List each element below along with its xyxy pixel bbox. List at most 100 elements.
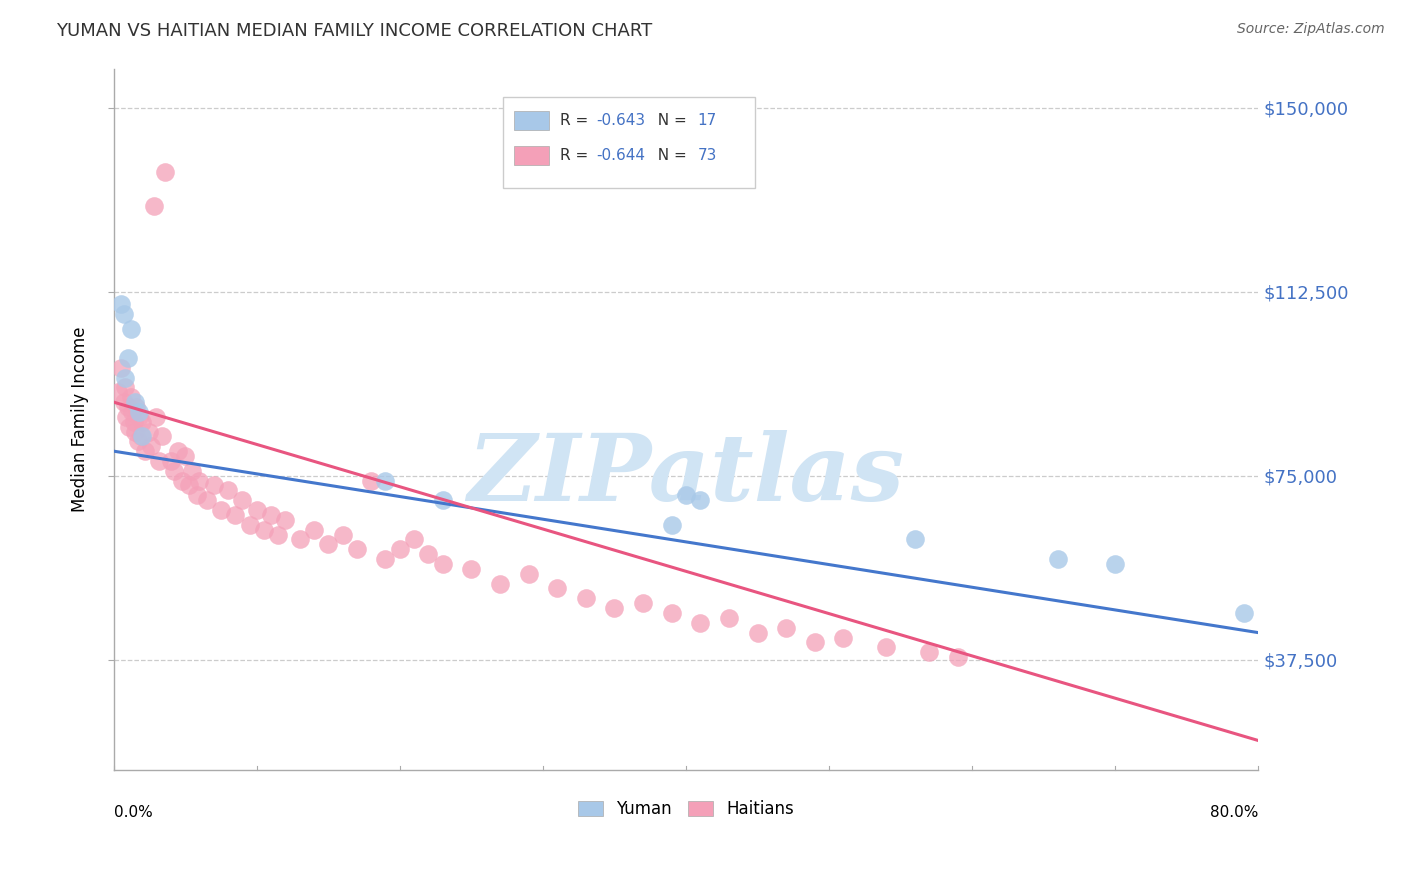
Point	[288, 533, 311, 547]
Point	[332, 527, 354, 541]
Point	[179, 478, 201, 492]
Point	[195, 493, 218, 508]
Point	[112, 395, 135, 409]
Point	[432, 557, 454, 571]
Text: 80.0%: 80.0%	[1211, 805, 1258, 820]
Text: Source: ZipAtlas.com: Source: ZipAtlas.com	[1237, 22, 1385, 37]
Point	[163, 464, 186, 478]
Text: 73: 73	[697, 148, 717, 163]
Point	[404, 533, 426, 547]
Point	[302, 523, 325, 537]
Text: YUMAN VS HAITIAN MEDIAN FAMILY INCOME CORRELATION CHART: YUMAN VS HAITIAN MEDIAN FAMILY INCOME CO…	[56, 22, 652, 40]
Point	[145, 409, 167, 424]
Point	[661, 517, 683, 532]
Bar	[515, 112, 548, 130]
Point	[832, 631, 855, 645]
Text: N =: N =	[648, 113, 692, 128]
Point	[689, 615, 711, 630]
Point	[209, 503, 232, 517]
Point	[316, 537, 339, 551]
Point	[128, 409, 150, 424]
Text: R =: R =	[560, 148, 593, 163]
Point	[138, 425, 160, 439]
Point	[124, 425, 146, 439]
Point	[122, 415, 145, 429]
Point	[131, 429, 153, 443]
Point	[575, 591, 598, 606]
Point	[661, 606, 683, 620]
Point	[804, 635, 827, 649]
Point	[120, 321, 142, 335]
Point	[114, 370, 136, 384]
Point	[186, 488, 208, 502]
Point	[675, 488, 697, 502]
Point	[142, 199, 165, 213]
Point	[775, 621, 797, 635]
Point	[346, 542, 368, 557]
Point	[388, 542, 411, 557]
Text: -0.643: -0.643	[596, 113, 645, 128]
Text: 0.0%: 0.0%	[114, 805, 152, 820]
Text: N =: N =	[648, 148, 692, 163]
Point	[418, 547, 440, 561]
Point	[148, 454, 170, 468]
Point	[112, 307, 135, 321]
Point	[110, 297, 132, 311]
Point	[188, 474, 211, 488]
Text: -0.644: -0.644	[596, 148, 645, 163]
Point	[246, 503, 269, 517]
Text: ZIPatlas: ZIPatlas	[468, 430, 904, 520]
Point	[139, 439, 162, 453]
Point	[231, 493, 253, 508]
Point	[274, 513, 297, 527]
Y-axis label: Median Family Income: Median Family Income	[72, 326, 89, 512]
Point	[181, 464, 204, 478]
Point	[253, 523, 276, 537]
Point	[1104, 557, 1126, 571]
Point	[117, 351, 139, 365]
Point	[1047, 552, 1070, 566]
Point	[107, 385, 129, 400]
Point	[875, 640, 897, 655]
Point	[134, 444, 156, 458]
Point	[374, 474, 396, 488]
Point	[117, 400, 139, 414]
Point	[172, 474, 194, 488]
Point	[121, 405, 143, 419]
Point	[631, 596, 654, 610]
Point	[129, 429, 152, 443]
Point	[150, 429, 173, 443]
Point	[120, 390, 142, 404]
Point	[946, 650, 969, 665]
Point	[127, 434, 149, 449]
Point	[717, 611, 740, 625]
Point	[1233, 606, 1256, 620]
Legend: Yuman, Haitians: Yuman, Haitians	[571, 794, 801, 825]
Point	[159, 454, 181, 468]
Point	[124, 395, 146, 409]
Point	[128, 405, 150, 419]
Point	[689, 493, 711, 508]
Point	[267, 527, 290, 541]
Point	[517, 566, 540, 581]
Point	[546, 582, 568, 596]
Point	[202, 478, 225, 492]
Point	[432, 493, 454, 508]
Point	[460, 562, 482, 576]
Point	[918, 645, 941, 659]
Point	[114, 380, 136, 394]
Point	[224, 508, 246, 522]
Point	[167, 444, 190, 458]
Point	[489, 576, 512, 591]
Point	[153, 164, 176, 178]
Point	[360, 474, 382, 488]
Text: R =: R =	[560, 113, 593, 128]
Point	[260, 508, 283, 522]
Bar	[503, 96, 755, 188]
Bar	[515, 146, 548, 165]
Point	[747, 625, 769, 640]
Point	[174, 449, 197, 463]
Text: 17: 17	[697, 113, 717, 128]
Point	[904, 533, 927, 547]
Point	[217, 483, 239, 498]
